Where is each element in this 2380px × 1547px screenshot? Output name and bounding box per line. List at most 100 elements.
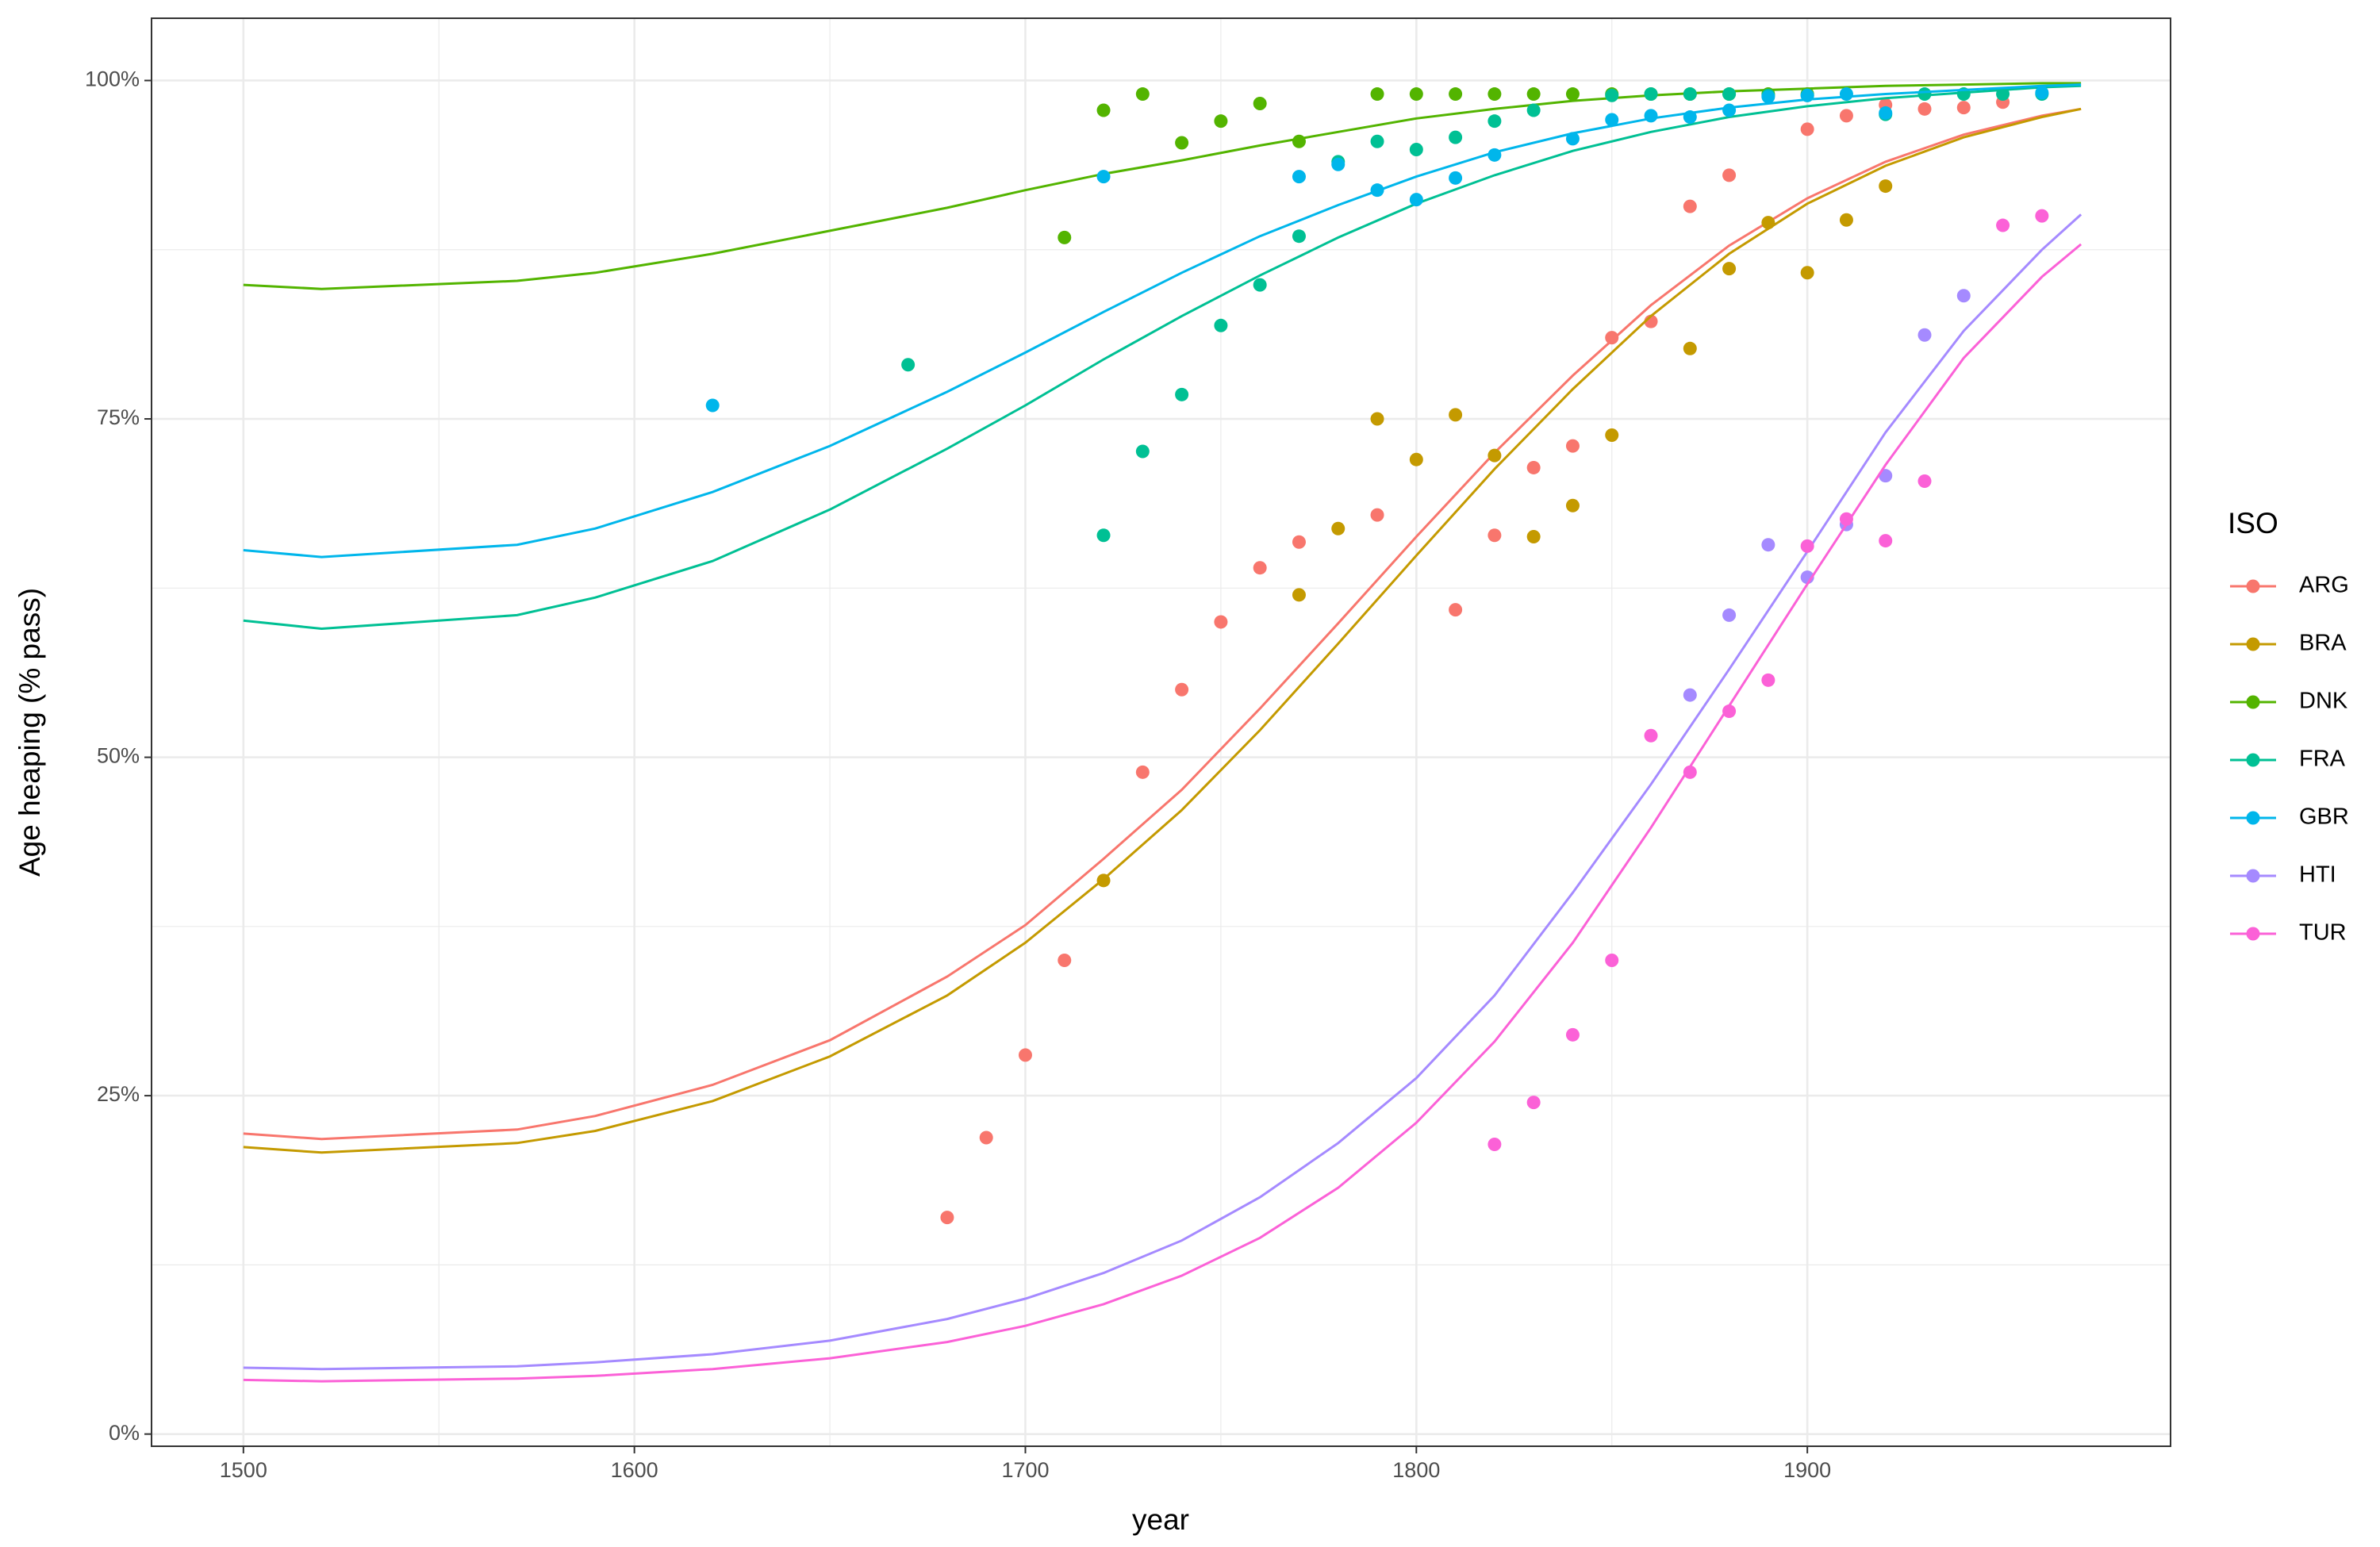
data-point	[1526, 1096, 1541, 1110]
data-point	[1761, 673, 1775, 687]
data-point	[1096, 528, 1111, 543]
y-tick-label: 75%	[97, 405, 140, 429]
data-point	[1488, 448, 1502, 463]
data-point	[1956, 101, 1971, 115]
legend-label: ARG	[2299, 573, 2349, 598]
data-point	[1917, 474, 1932, 489]
data-point	[1800, 266, 1814, 280]
data-point	[1605, 428, 1619, 442]
data-point	[1683, 688, 1697, 702]
x-axis-title: year	[1132, 1503, 1189, 1536]
data-point	[1683, 110, 1697, 125]
data-point	[1800, 539, 1814, 553]
data-point	[1879, 179, 1893, 194]
data-point	[1370, 412, 1384, 426]
data-point	[1683, 341, 1697, 355]
data-point	[1996, 218, 2010, 232]
fit-line	[243, 107, 2082, 1154]
data-point	[1058, 953, 1072, 967]
legend-label: GBR	[2299, 804, 2349, 830]
data-point	[1644, 109, 1658, 123]
data-point	[1800, 122, 1814, 136]
data-point	[1683, 199, 1697, 213]
data-point	[1683, 87, 1697, 102]
data-point	[705, 398, 720, 413]
data-point	[1409, 193, 1423, 207]
data-point	[1253, 96, 1267, 110]
data-point	[1370, 508, 1384, 522]
data-point	[1917, 102, 1932, 116]
data-point	[1526, 103, 1541, 117]
data-point	[1096, 873, 1111, 888]
y-tick-label: 0%	[109, 1421, 140, 1445]
legend-title: ISO	[2228, 507, 2278, 539]
legend-item: DNK	[2230, 689, 2348, 714]
data-point	[1565, 498, 1580, 512]
data-point	[1292, 229, 1306, 244]
data-point	[1839, 109, 1853, 123]
data-point	[1449, 603, 1463, 617]
data-point	[1996, 87, 2010, 102]
x-tick-label: 1900	[1783, 1458, 1831, 1482]
data-point	[1917, 87, 1932, 102]
data-point	[1839, 213, 1853, 227]
legend-label: HTI	[2299, 862, 2336, 888]
data-point	[1879, 106, 1893, 120]
data-point	[1879, 469, 1893, 483]
data-point	[1058, 230, 1072, 244]
data-point	[1449, 171, 1463, 185]
legend-key-point	[2246, 927, 2260, 941]
data-point	[1605, 88, 1619, 102]
y-tick-label: 100%	[85, 67, 140, 91]
legend-label: BRA	[2299, 631, 2347, 656]
data-point	[1292, 535, 1306, 549]
data-point	[1605, 331, 1619, 345]
data-point	[1917, 328, 1932, 342]
data-point	[1644, 728, 1658, 743]
x-tick-label: 1600	[611, 1458, 658, 1482]
legend-item: FRA	[2230, 747, 2346, 772]
data-point	[1409, 452, 1423, 466]
data-point	[1214, 318, 1228, 332]
legend-item: ARG	[2230, 573, 2349, 598]
data-point	[1565, 1027, 1580, 1042]
legend-item: TUR	[2230, 920, 2347, 946]
data-point	[1800, 88, 1814, 102]
data-point	[1018, 1048, 1032, 1062]
data-point	[1370, 183, 1384, 198]
legend-label: DNK	[2299, 689, 2348, 714]
data-point	[1761, 216, 1775, 230]
data-point	[1605, 113, 1619, 127]
data-point	[1644, 87, 1658, 102]
x-tick-label: 1700	[1001, 1458, 1049, 1482]
legend-item: HTI	[2230, 862, 2336, 888]
legend-key-point	[2246, 753, 2260, 767]
data-point	[1722, 103, 1737, 117]
data-point	[979, 1130, 993, 1145]
data-point	[1331, 157, 1345, 171]
data-point	[1331, 521, 1345, 536]
data-point	[1370, 134, 1384, 148]
data-point	[1526, 460, 1541, 474]
data-point	[1135, 87, 1150, 102]
data-point	[1253, 278, 1267, 292]
data-point	[1839, 87, 1853, 102]
data-point	[1761, 538, 1775, 552]
legend-key-point	[2246, 579, 2260, 593]
fit-line	[243, 107, 2082, 1141]
data-point	[1449, 130, 1463, 144]
legend-key-point	[2246, 695, 2260, 709]
data-point	[1956, 289, 1971, 303]
data-point	[1175, 387, 1189, 401]
fit-line	[243, 84, 2082, 631]
data-point	[1488, 114, 1502, 129]
legend-key-point	[2246, 869, 2260, 883]
data-point	[1565, 87, 1580, 102]
data-point	[1683, 765, 1697, 779]
data-point	[1175, 682, 1189, 697]
data-point	[1135, 444, 1150, 459]
y-tick-label: 25%	[97, 1082, 140, 1106]
data-point	[1409, 142, 1423, 156]
legend-item: GBR	[2230, 804, 2349, 830]
